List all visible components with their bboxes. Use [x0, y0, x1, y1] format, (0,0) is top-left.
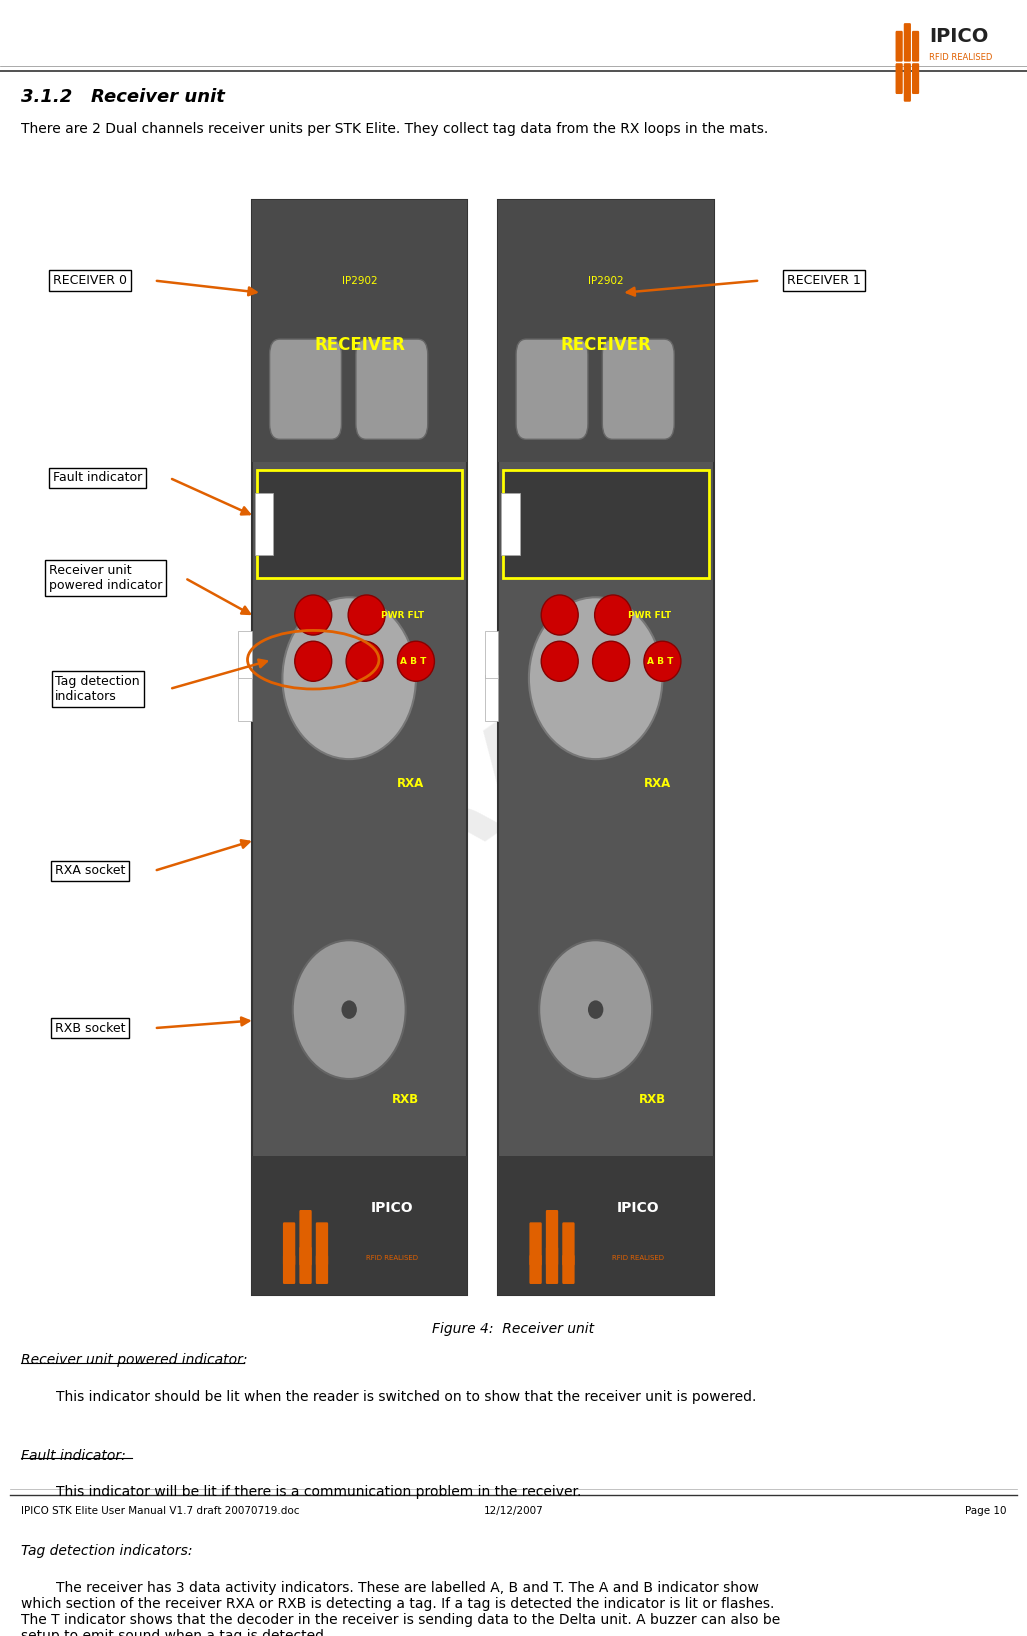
Ellipse shape [541, 641, 578, 681]
Text: RECEIVER 1: RECEIVER 1 [788, 275, 861, 286]
Ellipse shape [541, 596, 578, 635]
Text: 12/12/2007: 12/12/2007 [484, 1505, 543, 1515]
FancyBboxPatch shape [563, 1255, 574, 1284]
Text: PWR FLT: PWR FLT [627, 610, 671, 620]
Ellipse shape [293, 941, 406, 1080]
Text: DRAFT: DRAFT [288, 587, 739, 954]
Ellipse shape [341, 1000, 356, 1019]
Text: RXA: RXA [397, 777, 424, 790]
Text: IPICO: IPICO [617, 1201, 659, 1216]
FancyBboxPatch shape [529, 1255, 541, 1284]
Text: Page 10: Page 10 [965, 1505, 1006, 1515]
Text: PWR FLT: PWR FLT [381, 610, 424, 620]
FancyBboxPatch shape [896, 64, 903, 93]
Text: IPICO: IPICO [371, 1201, 413, 1216]
FancyBboxPatch shape [282, 1255, 295, 1284]
Text: RFID REALISED: RFID REALISED [929, 52, 993, 62]
FancyBboxPatch shape [498, 200, 714, 463]
FancyBboxPatch shape [355, 339, 427, 440]
FancyBboxPatch shape [501, 492, 520, 555]
FancyBboxPatch shape [529, 1222, 541, 1266]
Text: There are 2 Dual channels receiver units per STK Elite. They collect tag data fr: There are 2 Dual channels receiver units… [21, 123, 768, 136]
Text: RXA socket: RXA socket [54, 864, 125, 877]
Text: IP2902: IP2902 [342, 275, 377, 286]
Text: RFID REALISED: RFID REALISED [366, 1255, 418, 1261]
Text: The receiver has 3 data activity indicators. These are labelled A, B and T. The : The receiver has 3 data activity indicat… [21, 1580, 779, 1636]
Text: IP2902: IP2902 [588, 275, 623, 286]
FancyBboxPatch shape [516, 339, 587, 440]
Ellipse shape [539, 941, 652, 1080]
Ellipse shape [397, 641, 434, 681]
Text: RXB: RXB [639, 1093, 665, 1106]
FancyBboxPatch shape [896, 31, 903, 62]
FancyBboxPatch shape [498, 1157, 714, 1294]
Ellipse shape [593, 641, 630, 681]
Text: Receiver unit
powered indicator: Receiver unit powered indicator [48, 564, 162, 592]
Text: A B T: A B T [647, 656, 673, 666]
Text: IPICO STK Elite User Manual V1.7 draft 20070719.doc: IPICO STK Elite User Manual V1.7 draft 2… [21, 1505, 299, 1515]
Text: RECEIVER: RECEIVER [561, 337, 651, 355]
FancyBboxPatch shape [498, 200, 714, 1294]
FancyBboxPatch shape [255, 492, 273, 555]
Ellipse shape [295, 641, 332, 681]
FancyBboxPatch shape [299, 1211, 311, 1266]
FancyBboxPatch shape [299, 1247, 311, 1284]
Text: RXB: RXB [392, 1093, 419, 1106]
Ellipse shape [587, 1000, 603, 1019]
Text: RXB socket: RXB socket [54, 1021, 125, 1034]
Text: Fault indicator: Fault indicator [53, 471, 142, 484]
Text: IPICO: IPICO [929, 28, 989, 46]
FancyBboxPatch shape [315, 1222, 328, 1266]
Text: RFID REALISED: RFID REALISED [612, 1255, 664, 1261]
Text: 3.1.2   Receiver unit: 3.1.2 Receiver unit [21, 88, 225, 106]
FancyBboxPatch shape [602, 339, 674, 440]
Text: Tag detection
indicators: Tag detection indicators [55, 676, 140, 703]
FancyBboxPatch shape [257, 470, 462, 578]
FancyBboxPatch shape [282, 1222, 295, 1266]
FancyBboxPatch shape [269, 339, 341, 440]
Ellipse shape [595, 596, 632, 635]
FancyBboxPatch shape [563, 1222, 574, 1266]
Ellipse shape [529, 597, 662, 759]
FancyBboxPatch shape [546, 1247, 558, 1284]
FancyBboxPatch shape [904, 64, 911, 101]
FancyBboxPatch shape [315, 1255, 328, 1284]
FancyBboxPatch shape [238, 631, 252, 677]
Ellipse shape [346, 641, 383, 681]
Ellipse shape [348, 596, 385, 635]
Text: This indicator should be lit when the reader is switched on to show that the rec: This indicator should be lit when the re… [21, 1391, 756, 1404]
Text: This indicator will be lit if there is a communication problem in the receiver.: This indicator will be lit if there is a… [21, 1485, 581, 1499]
Text: RECEIVER: RECEIVER [314, 337, 405, 355]
FancyBboxPatch shape [485, 676, 498, 721]
FancyBboxPatch shape [238, 676, 252, 721]
Ellipse shape [282, 597, 416, 759]
Ellipse shape [644, 641, 681, 681]
FancyBboxPatch shape [252, 1157, 467, 1294]
Text: Receiver unit powered indicator:: Receiver unit powered indicator: [21, 1353, 248, 1368]
Text: Figure 4:  Receiver unit: Figure 4: Receiver unit [432, 1322, 595, 1335]
Text: A B T: A B T [401, 656, 426, 666]
FancyBboxPatch shape [546, 1211, 558, 1266]
Text: Fault indicator:: Fault indicator: [21, 1448, 125, 1463]
FancyBboxPatch shape [252, 200, 467, 1294]
FancyBboxPatch shape [252, 200, 467, 463]
Text: RXA: RXA [644, 777, 671, 790]
FancyBboxPatch shape [503, 470, 709, 578]
Text: Tag detection indicators:: Tag detection indicators: [21, 1544, 192, 1557]
Ellipse shape [295, 596, 332, 635]
FancyBboxPatch shape [912, 31, 919, 62]
FancyBboxPatch shape [904, 23, 911, 62]
FancyBboxPatch shape [485, 631, 498, 677]
Text: RECEIVER 0: RECEIVER 0 [52, 275, 127, 286]
FancyBboxPatch shape [912, 64, 919, 93]
